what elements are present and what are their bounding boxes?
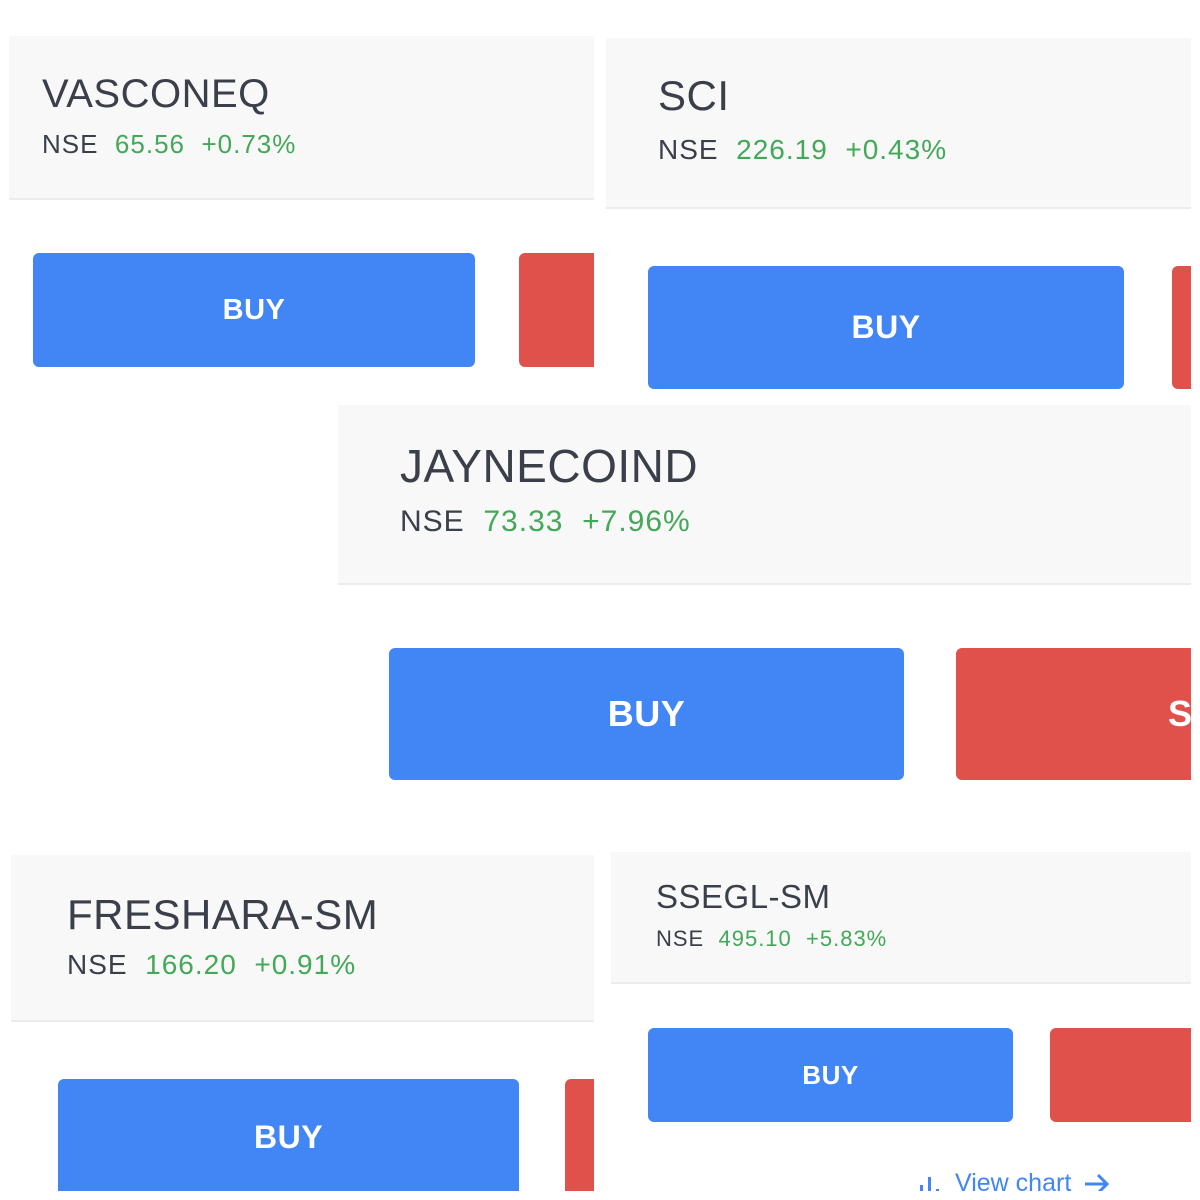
sell-button[interactable]: S bbox=[956, 648, 1191, 780]
sell-button[interactable] bbox=[519, 253, 594, 367]
stock-card-sci: SCI NSE 226.19 +0.43% BUY bbox=[606, 38, 1191, 393]
stock-change: +7.96% bbox=[582, 505, 691, 538]
stock-card-header: FRESHARA-SM NSE 166.20 +0.91% bbox=[11, 855, 594, 1022]
exchange-label: NSE bbox=[42, 129, 99, 159]
buy-button[interactable]: BUY bbox=[648, 1028, 1013, 1122]
exchange-label: NSE bbox=[67, 949, 128, 980]
view-chart-label: View chart bbox=[955, 1169, 1072, 1191]
stock-card-header: JAYNECOIND NSE 73.33 +7.96% bbox=[338, 405, 1191, 585]
stock-change: +0.91% bbox=[254, 949, 357, 980]
stock-price: 226.19 bbox=[736, 134, 828, 165]
stock-change: +0.73% bbox=[201, 129, 297, 159]
stock-card-header: SSEGL-SM NSE 495.10 +5.83% bbox=[611, 852, 1191, 984]
stock-change: +5.83% bbox=[806, 926, 888, 951]
stock-symbol: SCI bbox=[658, 72, 730, 119]
stock-symbol: VASCONEQ bbox=[42, 72, 270, 116]
stock-quote: NSE 166.20 +0.91% bbox=[67, 949, 356, 981]
arrow-right-icon bbox=[1085, 1173, 1110, 1191]
bar-chart-icon bbox=[920, 1176, 939, 1191]
stock-price: 73.33 bbox=[483, 505, 564, 538]
stock-quote: NSE 73.33 +7.96% bbox=[400, 505, 691, 539]
buy-button[interactable]: BUY bbox=[58, 1079, 519, 1191]
stock-symbol: FRESHARA-SM bbox=[67, 891, 379, 938]
stock-card-freshara-sm: FRESHARA-SM NSE 166.20 +0.91% BUY bbox=[11, 855, 594, 1191]
exchange-label: NSE bbox=[656, 926, 705, 951]
stock-card-vasconeq: VASCONEQ NSE 65.56 +0.73% BUY bbox=[9, 36, 594, 386]
stock-price: 65.56 bbox=[114, 129, 185, 159]
sell-button-label: S bbox=[1168, 693, 1191, 734]
stock-card-header: VASCONEQ NSE 65.56 +0.73% bbox=[9, 36, 594, 200]
sell-button[interactable] bbox=[1172, 266, 1191, 389]
exchange-label: NSE bbox=[658, 134, 719, 165]
stock-card-header: SCI NSE 226.19 +0.43% bbox=[606, 38, 1191, 209]
stock-card-jaynecoind: JAYNECOIND NSE 73.33 +7.96% BUY S bbox=[338, 405, 1191, 800]
buy-button[interactable]: BUY bbox=[389, 648, 904, 780]
exchange-label: NSE bbox=[400, 505, 465, 538]
stock-price: 166.20 bbox=[145, 949, 237, 980]
buy-button[interactable]: BUY bbox=[33, 253, 475, 367]
buy-button[interactable]: BUY bbox=[648, 266, 1124, 389]
stock-symbol: SSEGL-SM bbox=[656, 878, 831, 915]
stock-card-ssegl-sm: SSEGL-SM NSE 495.10 +5.83% BUY View char… bbox=[611, 852, 1191, 1191]
stock-quote: NSE 226.19 +0.43% bbox=[658, 134, 947, 166]
stock-quote: NSE 495.10 +5.83% bbox=[656, 926, 887, 952]
view-chart-link[interactable]: View chart bbox=[917, 1169, 1111, 1191]
stock-symbol: JAYNECOIND bbox=[400, 440, 699, 492]
stock-quote: NSE 65.56 +0.73% bbox=[42, 129, 296, 160]
stock-change: +0.43% bbox=[845, 134, 948, 165]
sell-button[interactable] bbox=[1050, 1028, 1191, 1122]
stock-price: 495.10 bbox=[718, 926, 792, 951]
sell-button[interactable] bbox=[565, 1079, 594, 1191]
